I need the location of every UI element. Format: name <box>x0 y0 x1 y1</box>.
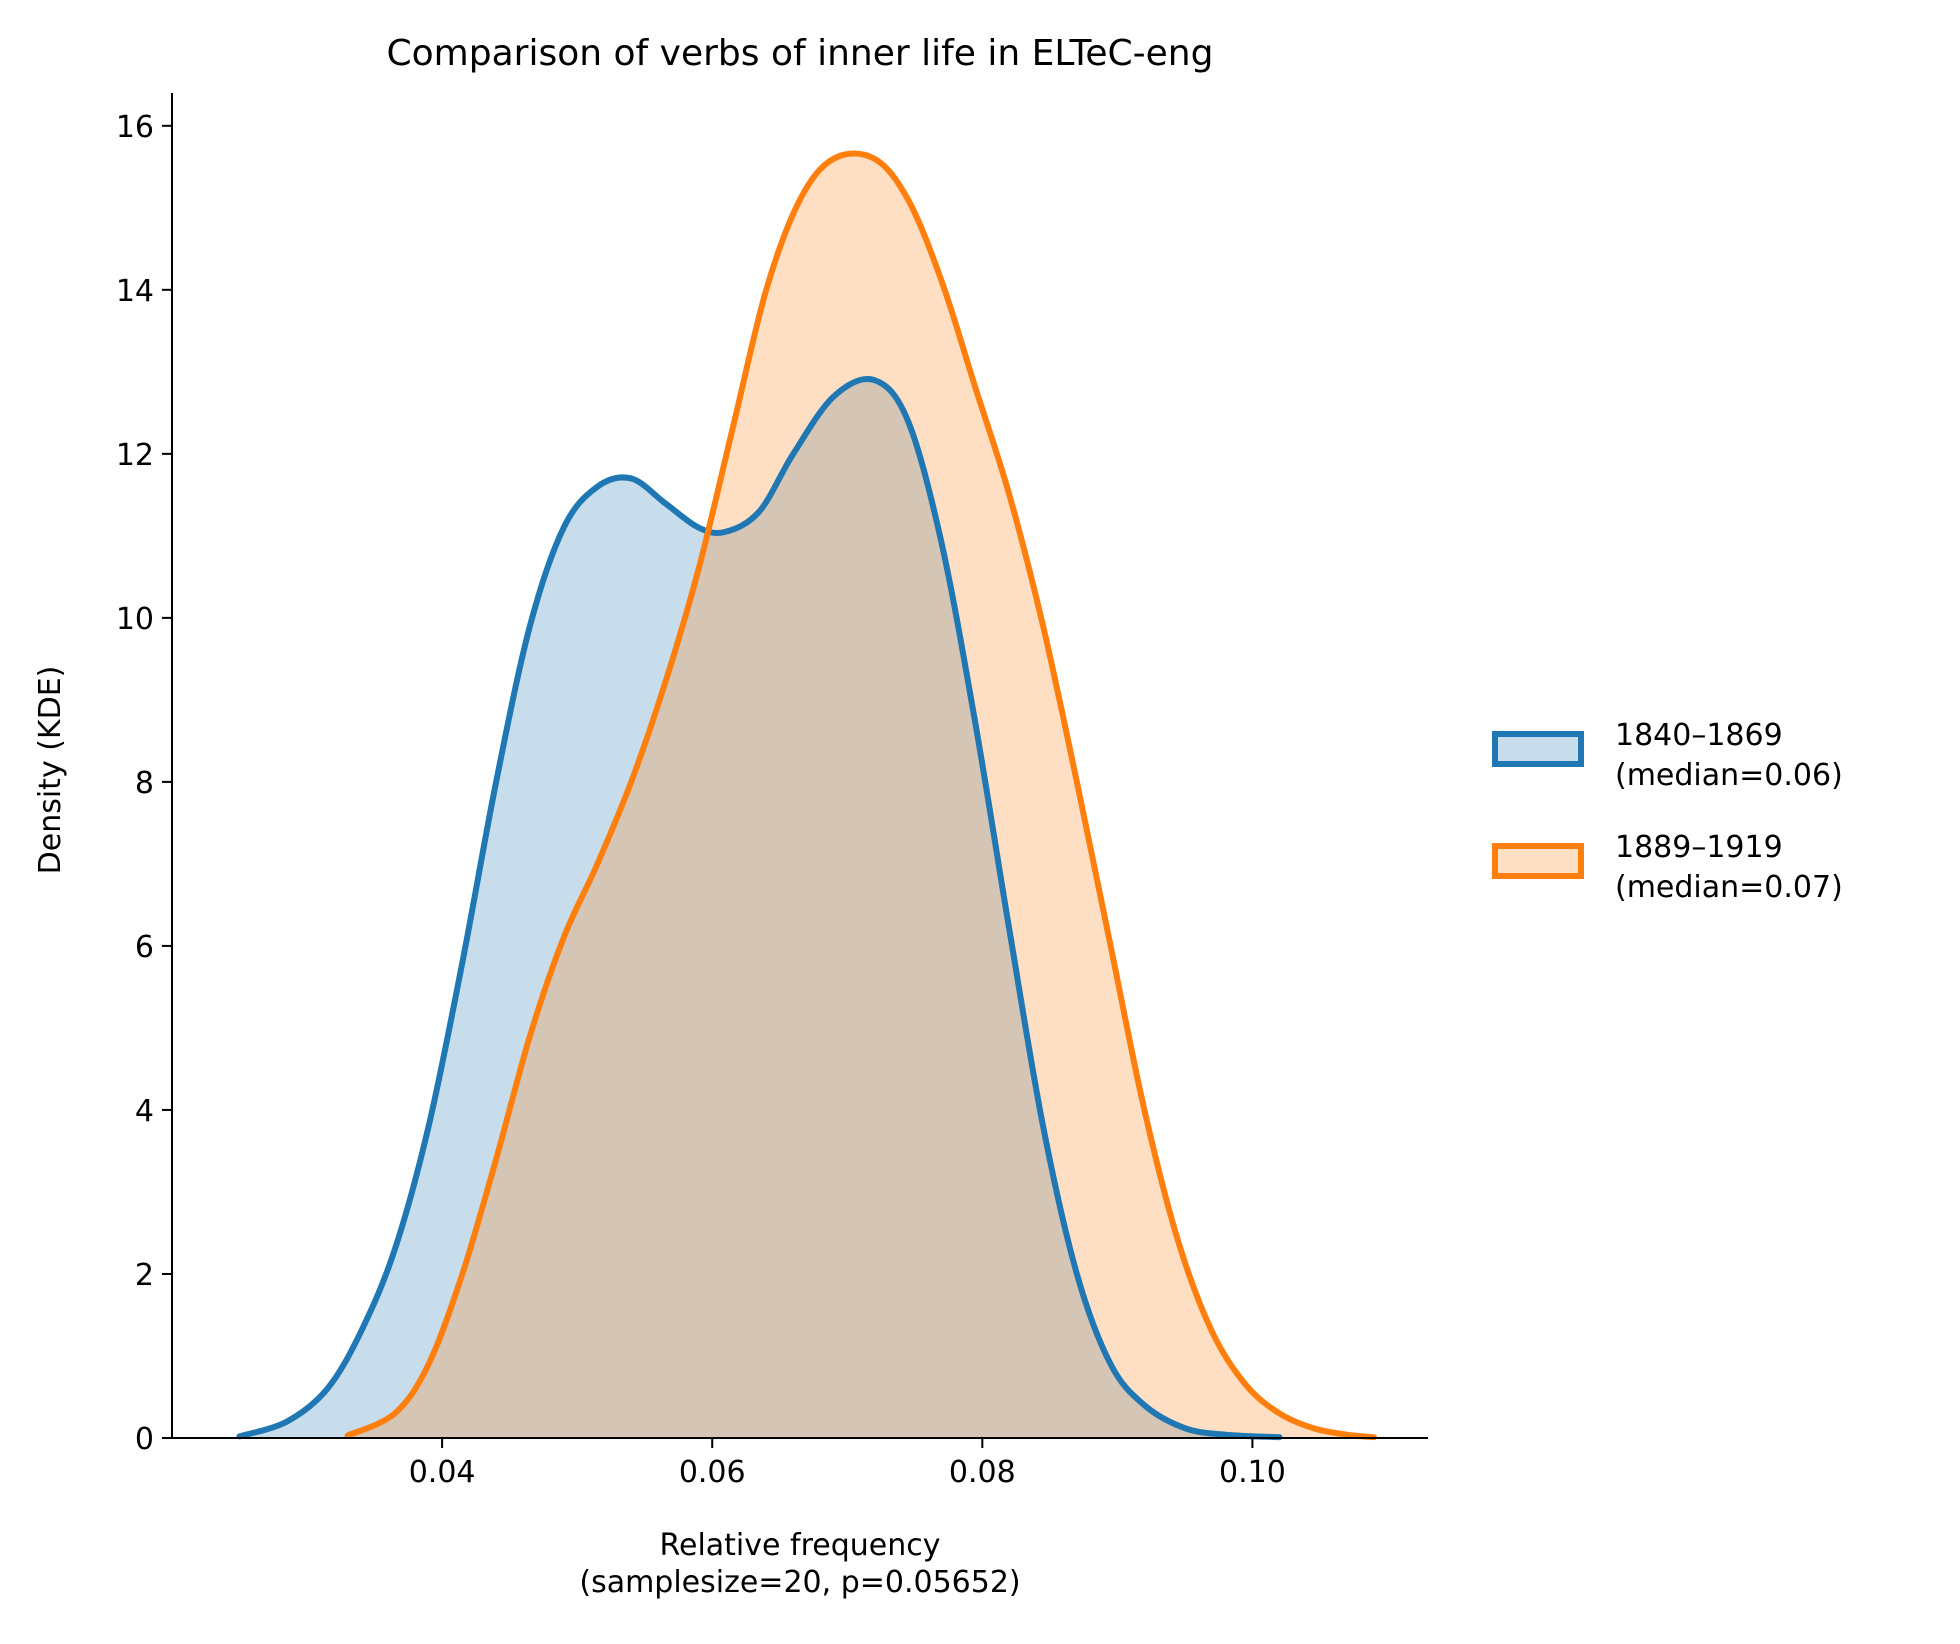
legend-sublabel-2: (median=0.07) <box>1615 870 1843 905</box>
y-tick-label: 12 <box>116 438 154 473</box>
axes <box>171 93 1428 1439</box>
legend-label-2: 1889–1919 <box>1615 830 1783 865</box>
density-lines <box>236 150 1377 1441</box>
density-fill-1 <box>239 378 1280 1439</box>
legend: 1840–1869 (median=0.06) 1889–1919 (median=0… <box>1492 718 1843 905</box>
y-tick-label: 0 <box>135 1422 154 1457</box>
density-line-1 <box>236 376 1283 1441</box>
legend-label-1: 1840–1869 <box>1615 718 1783 753</box>
x-tick-label: 0.10 <box>1219 1455 1286 1490</box>
density-fills <box>239 153 1374 1439</box>
density-line-2 <box>344 150 1377 1441</box>
x-tick-label: 0.04 <box>409 1455 476 1490</box>
y-tick-label: 10 <box>116 602 154 637</box>
chart-title: Comparison of verbs of inner life in ELT… <box>387 33 1214 74</box>
x-tick-label: 0.06 <box>679 1455 746 1490</box>
y-axis-label: Density (KDE) <box>33 666 68 875</box>
ticks: 0.04 0.06 0.08 0.10 0 2 4 6 8 10 12 14 16 <box>116 110 1286 1490</box>
y-tick-label: 16 <box>116 110 154 145</box>
legend-sublabel-1: (median=0.06) <box>1615 758 1843 793</box>
legend-swatch-2 <box>1492 843 1584 879</box>
y-tick-label: 8 <box>135 766 154 801</box>
x-tick-label: 0.08 <box>949 1455 1016 1490</box>
legend-swatch-1 <box>1492 731 1584 767</box>
density-fill-2 <box>347 153 1374 1438</box>
y-tick-label: 6 <box>135 930 154 965</box>
y-tick-label: 14 <box>116 274 154 309</box>
y-tick-label: 4 <box>135 1094 154 1129</box>
y-tick-label: 2 <box>135 1258 154 1293</box>
x-axis-sublabel: (samplesize=20, p=0.05652) <box>579 1565 1020 1600</box>
x-axis-label: Relative frequency <box>660 1528 941 1563</box>
